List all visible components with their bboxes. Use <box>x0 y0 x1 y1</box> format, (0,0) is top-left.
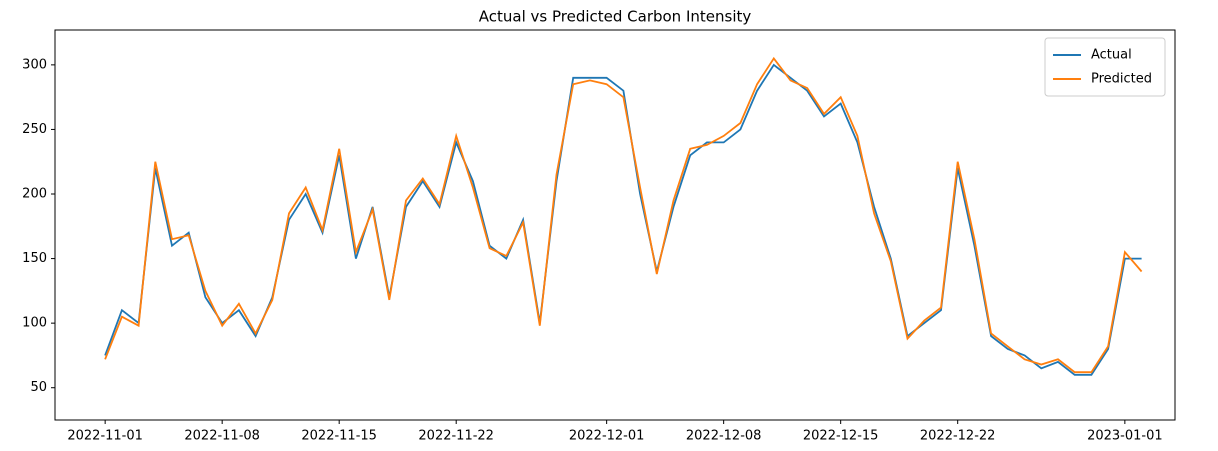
x-tick-label: 2022-12-01 <box>569 429 645 444</box>
x-tick-label: 2022-11-15 <box>301 429 377 444</box>
y-tick-label: 100 <box>22 316 47 331</box>
x-tick-label: 2022-12-22 <box>920 429 996 444</box>
y-tick-label: 250 <box>22 122 47 137</box>
x-tick-label: 2022-11-08 <box>184 429 260 444</box>
legend-label: Predicted <box>1091 72 1152 87</box>
y-tick-label: 300 <box>22 57 47 72</box>
legend-box <box>1044 37 1166 97</box>
chart-title: Actual vs Predicted Carbon Intensity <box>479 8 752 26</box>
series-line <box>104 63 1142 376</box>
x-tick-label: 2023-01-01 <box>1087 429 1163 444</box>
y-tick-label: 50 <box>30 380 47 395</box>
x-tick-label: 2022-12-08 <box>686 429 762 444</box>
y-tick-label: 150 <box>22 251 47 266</box>
plot-frame <box>54 29 1176 421</box>
legend-label: Actual <box>1091 48 1132 63</box>
x-tick-label: 2022-11-22 <box>418 429 494 444</box>
y-tick-label: 200 <box>22 187 47 202</box>
x-tick-label: 2022-12-15 <box>803 429 879 444</box>
x-tick-label: 2022-11-01 <box>67 429 143 444</box>
series-line <box>104 56 1143 374</box>
